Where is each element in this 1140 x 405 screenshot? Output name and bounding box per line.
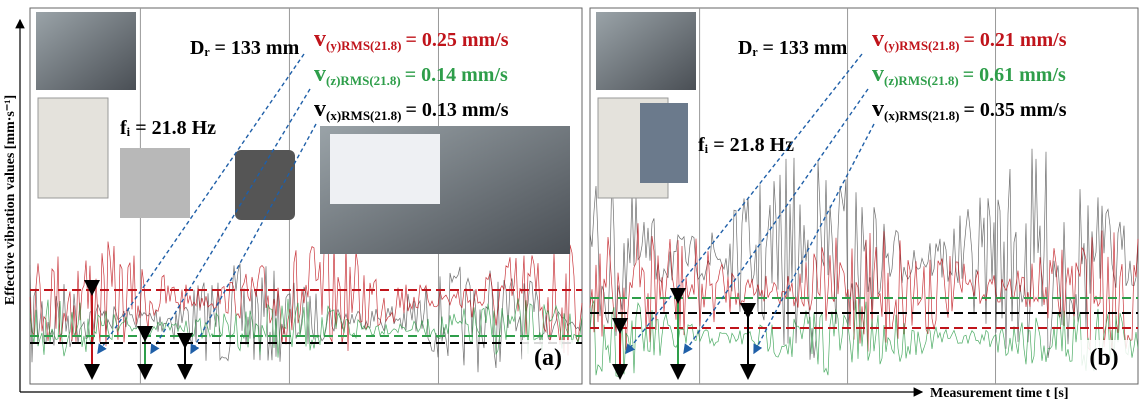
photo [235,150,295,220]
symbol: v [314,61,326,87]
subscript: (z)RMS(21.8) [884,73,959,88]
diameter: Dᵣ = 133 mm [738,37,848,59]
photo [596,12,696,90]
panel-label: (b) [1089,345,1118,371]
value: = 0.21 mm/s [963,29,1066,51]
value: = 0.14 mm/s [405,64,508,86]
symbol: v [314,26,326,52]
value: = 0.35 mm/s [963,99,1066,121]
photo [640,103,688,183]
symbol: v [872,96,884,122]
symbol: v [872,61,884,87]
y-axis-label: Effective vibration values [mm·s⁻¹] [3,95,18,305]
subscript: (x)RMS(21.8) [884,108,959,123]
photo [36,12,136,90]
photo [330,134,440,204]
frequency: fᵢ = 21.8 Hz [120,117,216,139]
subscript: (x)RMS(21.8) [326,108,401,123]
value: = 0.13 mm/s [405,99,508,121]
photo [120,148,190,218]
panel-label: (a) [534,345,562,371]
subscript: (y)RMS(21.8) [884,38,959,53]
frequency: fᵢ = 21.8 Hz [698,134,794,156]
symbol: v [872,26,884,52]
value: = 0.61 mm/s [963,64,1066,86]
photo [38,98,108,198]
figure: Effective vibration values [mm·s⁻¹] Meas… [0,0,1140,405]
subscript: (z)RMS(21.8) [326,73,401,88]
diameter: Dᵣ = 133 mm [190,37,300,59]
symbol: v [314,96,326,122]
x-axis-label: Measurement time t [s] [930,386,1069,401]
subscript: (y)RMS(21.8) [326,38,401,53]
value: = 0.25 mm/s [405,29,508,51]
